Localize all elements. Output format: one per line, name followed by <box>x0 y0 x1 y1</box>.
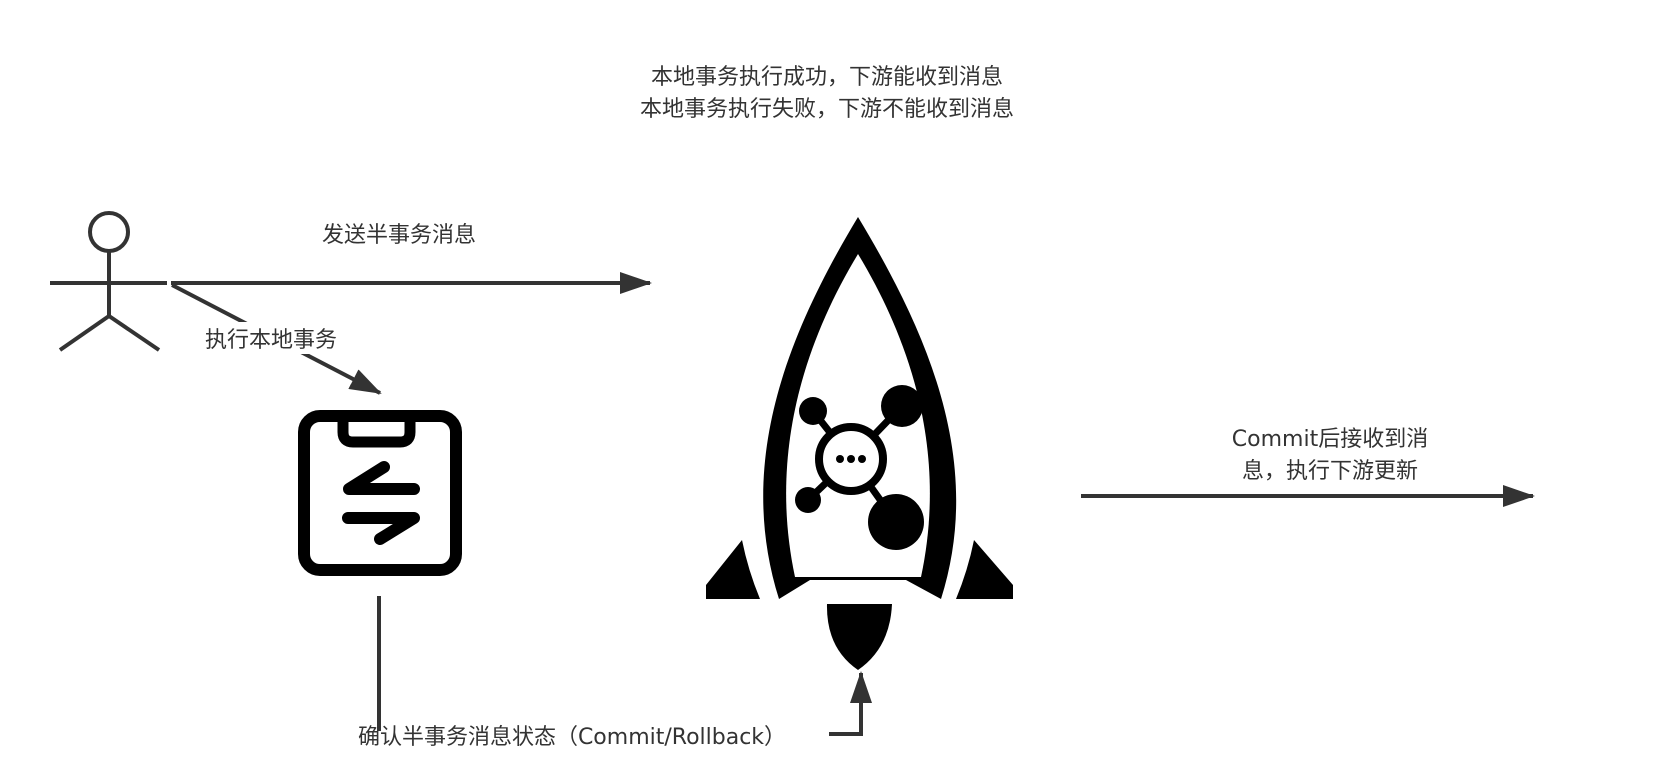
downstream-label-line-2: 息，执行下游更新 <box>1242 459 1418 484</box>
execute-local-transaction-label: 执行本地事务 <box>205 328 337 353</box>
send-half-message-label: 发送半事务消息 <box>322 223 476 248</box>
confirm-status-label: 确认半事务消息状态（Commit/Rollback） <box>358 725 786 750</box>
confirm-status-arrow <box>829 671 872 736</box>
network-node-icon <box>795 385 924 550</box>
clipboard-transfer-icon <box>298 410 462 576</box>
stick-figure-icon <box>50 211 167 352</box>
title-line-1: 本地事务执行成功，下游能收到消息 <box>651 65 1003 90</box>
rocket-icon <box>706 217 1013 670</box>
downstream-label-line-1: Commit后接收到消 <box>1232 427 1428 452</box>
title-line-2: 本地事务执行失败，下游不能收到消息 <box>640 97 1014 122</box>
